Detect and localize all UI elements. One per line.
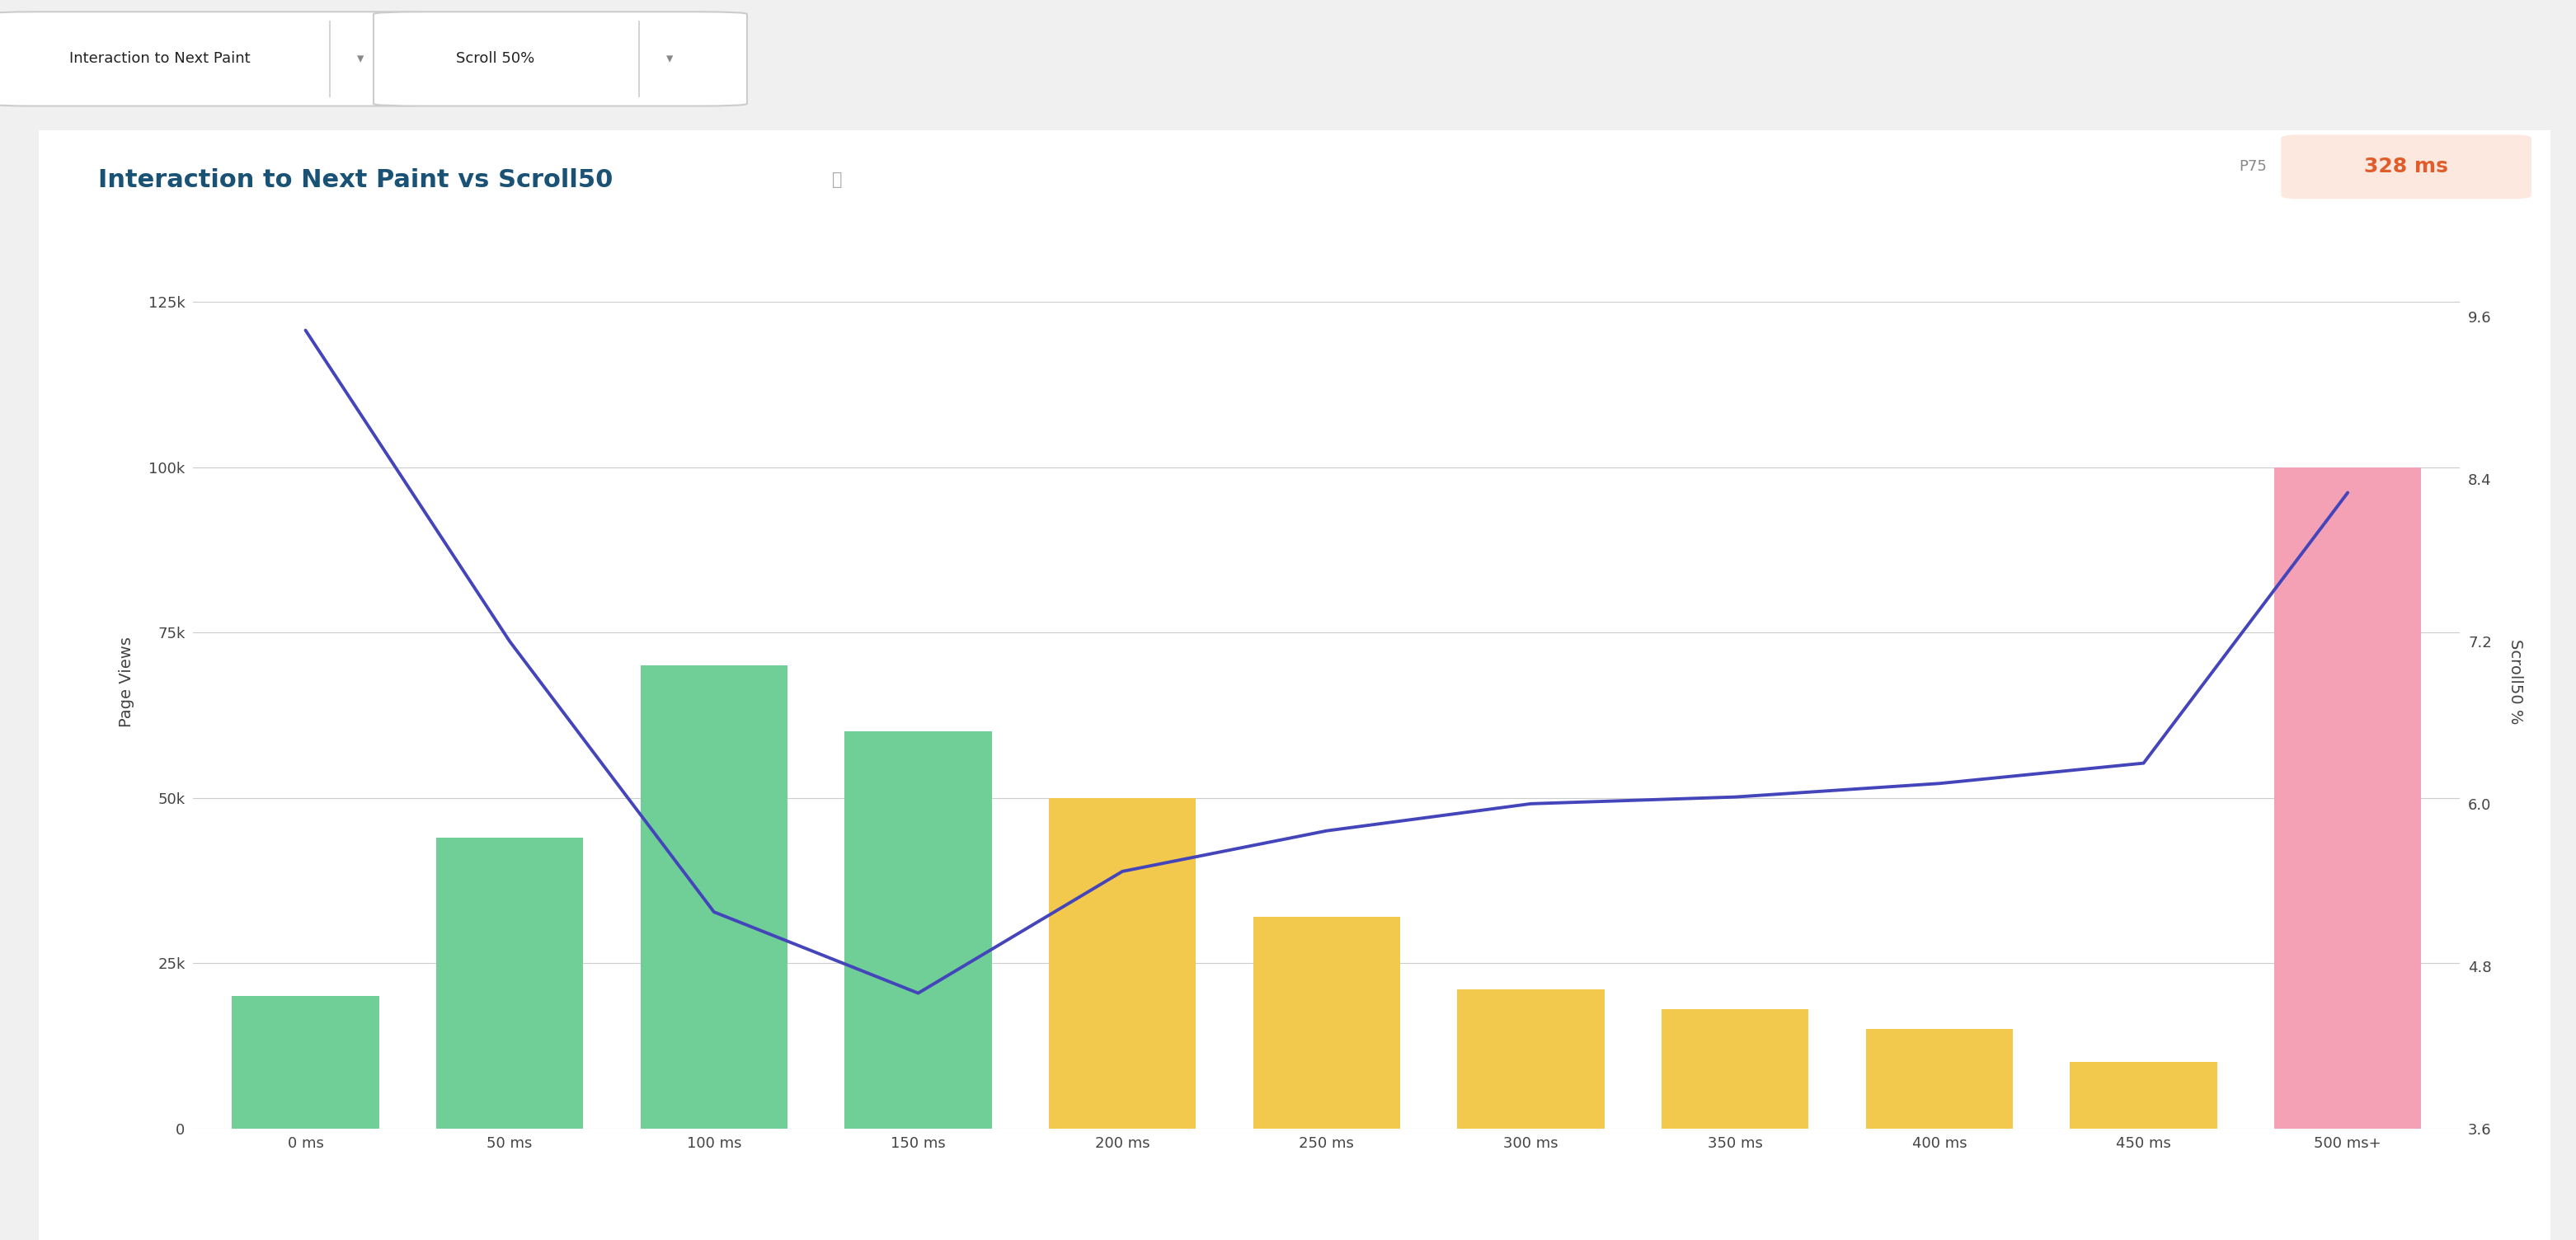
Text: ▾: ▾ [358,52,363,66]
Bar [1252,916,1401,1128]
Text: Interaction to Next Paint vs Scroll50: Interaction to Next Paint vs Scroll50 [98,167,613,192]
Bar [2071,1063,2218,1128]
Bar [1458,990,1605,1128]
Text: ⓘ: ⓘ [832,171,842,188]
Bar [1865,1029,2012,1128]
FancyBboxPatch shape [374,12,747,105]
Text: Scroll 50%: Scroll 50% [456,52,533,66]
Y-axis label: Page Views: Page Views [118,636,134,728]
FancyBboxPatch shape [2280,135,2532,198]
Bar [435,837,582,1128]
Bar [845,732,992,1128]
FancyBboxPatch shape [0,12,438,105]
Bar [1048,797,1195,1128]
Bar [232,996,379,1128]
Text: Interaction to Next Paint: Interaction to Next Paint [70,52,250,66]
Text: P75: P75 [2239,160,2267,174]
Bar [641,666,788,1128]
Text: 328 ms: 328 ms [2365,157,2447,176]
Text: ▾: ▾ [667,52,672,66]
Bar [1662,1009,1808,1128]
Bar [2275,467,2421,1128]
Y-axis label: Scroll50 %: Scroll50 % [2509,640,2524,724]
